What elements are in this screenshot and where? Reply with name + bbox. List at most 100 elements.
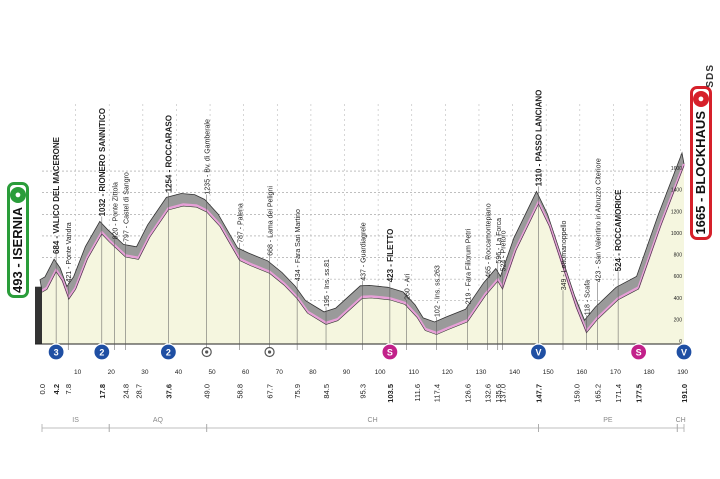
- km-label: 75.9: [293, 384, 302, 399]
- place-label: 437 - Guardiagrele: [360, 222, 367, 280]
- km-label: 117.4: [433, 384, 442, 402]
- place-label: 219 - Fara Filiorum Petri: [466, 228, 473, 304]
- km-label: 103.5: [386, 384, 395, 403]
- x-tick-label: 180: [644, 369, 655, 376]
- km-label: 159.0: [572, 384, 581, 403]
- km-label: 58.8: [236, 384, 245, 399]
- x-tick-label: 150: [543, 369, 554, 376]
- x-tick-label: 100: [375, 369, 386, 376]
- bicycle-icon: ●: [693, 91, 709, 107]
- place-label: 434 - Fara San Martino: [295, 209, 302, 281]
- km-label: 17.8: [98, 384, 107, 399]
- place-label: 349 - Lettomanoppello: [561, 221, 568, 291]
- marker-label: 2: [99, 348, 104, 358]
- x-tick-label: 60: [242, 369, 250, 376]
- y-tick-label: 400: [674, 296, 683, 302]
- x-tick-label: 140: [509, 369, 520, 376]
- km-label: 135.6: [494, 384, 503, 403]
- place-label: 787 - Palena: [238, 203, 245, 243]
- place-label: 1032 - RIONERO SANNITICO: [98, 108, 107, 216]
- y-tick-label: 800: [674, 253, 683, 259]
- marker-badge: [381, 343, 399, 361]
- km-label: 126.6: [464, 384, 473, 403]
- x-tick-label: 50: [208, 369, 216, 376]
- marker-badge: [93, 343, 111, 361]
- x-tick-label: 10: [74, 369, 82, 376]
- marker-label: S: [387, 348, 393, 358]
- bicycle-icon: ●: [10, 187, 26, 203]
- x-tick-label: 130: [476, 369, 487, 376]
- km-label: 132.6: [484, 384, 493, 403]
- start-badge: ● 493 - ISERNIA: [7, 182, 29, 298]
- y-tick-label: 1000: [671, 231, 682, 237]
- x-tick-label: 30: [141, 369, 149, 376]
- y-tick-label: 200: [674, 317, 683, 323]
- region-label: IS: [72, 417, 79, 424]
- km-label: 24.8: [121, 384, 130, 399]
- markers: 3 2 2 S V S V: [47, 343, 693, 361]
- km-label: 171.4: [614, 384, 623, 403]
- place-label: 1254 - ROCCARASO: [164, 115, 173, 192]
- place-label: 684 - VALICO DEL MACERONE: [52, 136, 61, 254]
- region-label: AQ: [153, 417, 164, 424]
- x-tick-label: 110: [409, 369, 420, 376]
- y-tick-label: 1600: [671, 166, 682, 172]
- x-tick-label: 120: [442, 369, 453, 376]
- km-label: 67.7: [266, 384, 275, 399]
- brand-logo: SDS: [705, 64, 716, 88]
- place-label: 195 - Ins. ss.81: [324, 259, 331, 307]
- km-label: 7.8: [64, 384, 73, 394]
- place-labels: 684 - VALICO DEL MACERONE 421 - Ponte Van…: [52, 90, 623, 350]
- marker-label: V: [681, 348, 687, 358]
- km-label: 4.2: [52, 384, 61, 394]
- km-label: 49.0: [203, 384, 212, 399]
- x-tick-label: 70: [276, 369, 284, 376]
- km-label: 0.0: [38, 384, 47, 394]
- km-label: 191.0: [680, 384, 689, 403]
- x-tick-label: 80: [309, 369, 317, 376]
- place-label: 421 - Ponte Vandra: [66, 222, 73, 282]
- marker-badge: [159, 343, 177, 361]
- place-label: 820 - Ponte Zittola: [112, 182, 119, 239]
- place-label: 668 - Lama dei Peligni: [268, 186, 275, 256]
- km-label: 111.6: [413, 384, 422, 402]
- place-label: 102 - Ins. ss.263: [435, 265, 442, 317]
- y-tick-label: 1200: [671, 209, 682, 215]
- marker-label: V: [535, 348, 541, 358]
- y-tick-label: 600: [674, 274, 683, 280]
- place-label: 797 - Castel di Sangro: [123, 172, 130, 242]
- x-tick-label: 190: [677, 369, 688, 376]
- y-tick-label: 1400: [671, 188, 682, 194]
- x-axis: 10 20 30 40 50 60 70 80 90 100 110 120 130 140 150 160 1…: [38, 369, 689, 403]
- marker-badge: [529, 343, 548, 361]
- place-label: 260 - Ari: [405, 273, 412, 300]
- marker-badge: [675, 343, 693, 361]
- finish-badge: ● 1665 - BLOCKHAUS: [690, 86, 712, 240]
- start-label: 493 - ISERNIA: [10, 207, 25, 293]
- km-label: 137.0: [498, 384, 507, 403]
- region-label: CH: [368, 417, 378, 424]
- place-label: 596 - La Forca: [496, 218, 503, 264]
- x-tick-label: 170: [610, 369, 621, 376]
- km-label: 165.2: [593, 384, 602, 403]
- marker-badge: [630, 343, 648, 361]
- x-tick-label: 20: [108, 369, 116, 376]
- km-label: 95.3: [358, 384, 367, 399]
- marker-badge: [47, 343, 65, 361]
- y-axis-labels: 0 200 400 600 800 1000 1200 1400 1600: [671, 166, 682, 345]
- place-label: 465 - Roccamontepiano: [486, 203, 493, 277]
- place-label: 423 - FILETTO: [386, 229, 395, 283]
- place-label: 524 - ROCCAMORICE: [614, 189, 623, 271]
- marker-label: S: [636, 348, 642, 358]
- start-wall: [35, 286, 42, 344]
- marker-label: 2: [166, 348, 171, 358]
- marker-label: 3: [54, 348, 59, 358]
- km-label: 147.7: [534, 384, 543, 403]
- place-label: 1235 - Bv. di Gamberale: [205, 119, 212, 194]
- place-label: 118 - Scafa: [585, 280, 592, 315]
- place-label: 1310 - PASSO LANCIANO: [534, 90, 543, 187]
- region-label: PE: [603, 417, 613, 424]
- km-label: 177.5: [635, 384, 644, 403]
- place-label: 524 - Pretoro: [500, 230, 507, 271]
